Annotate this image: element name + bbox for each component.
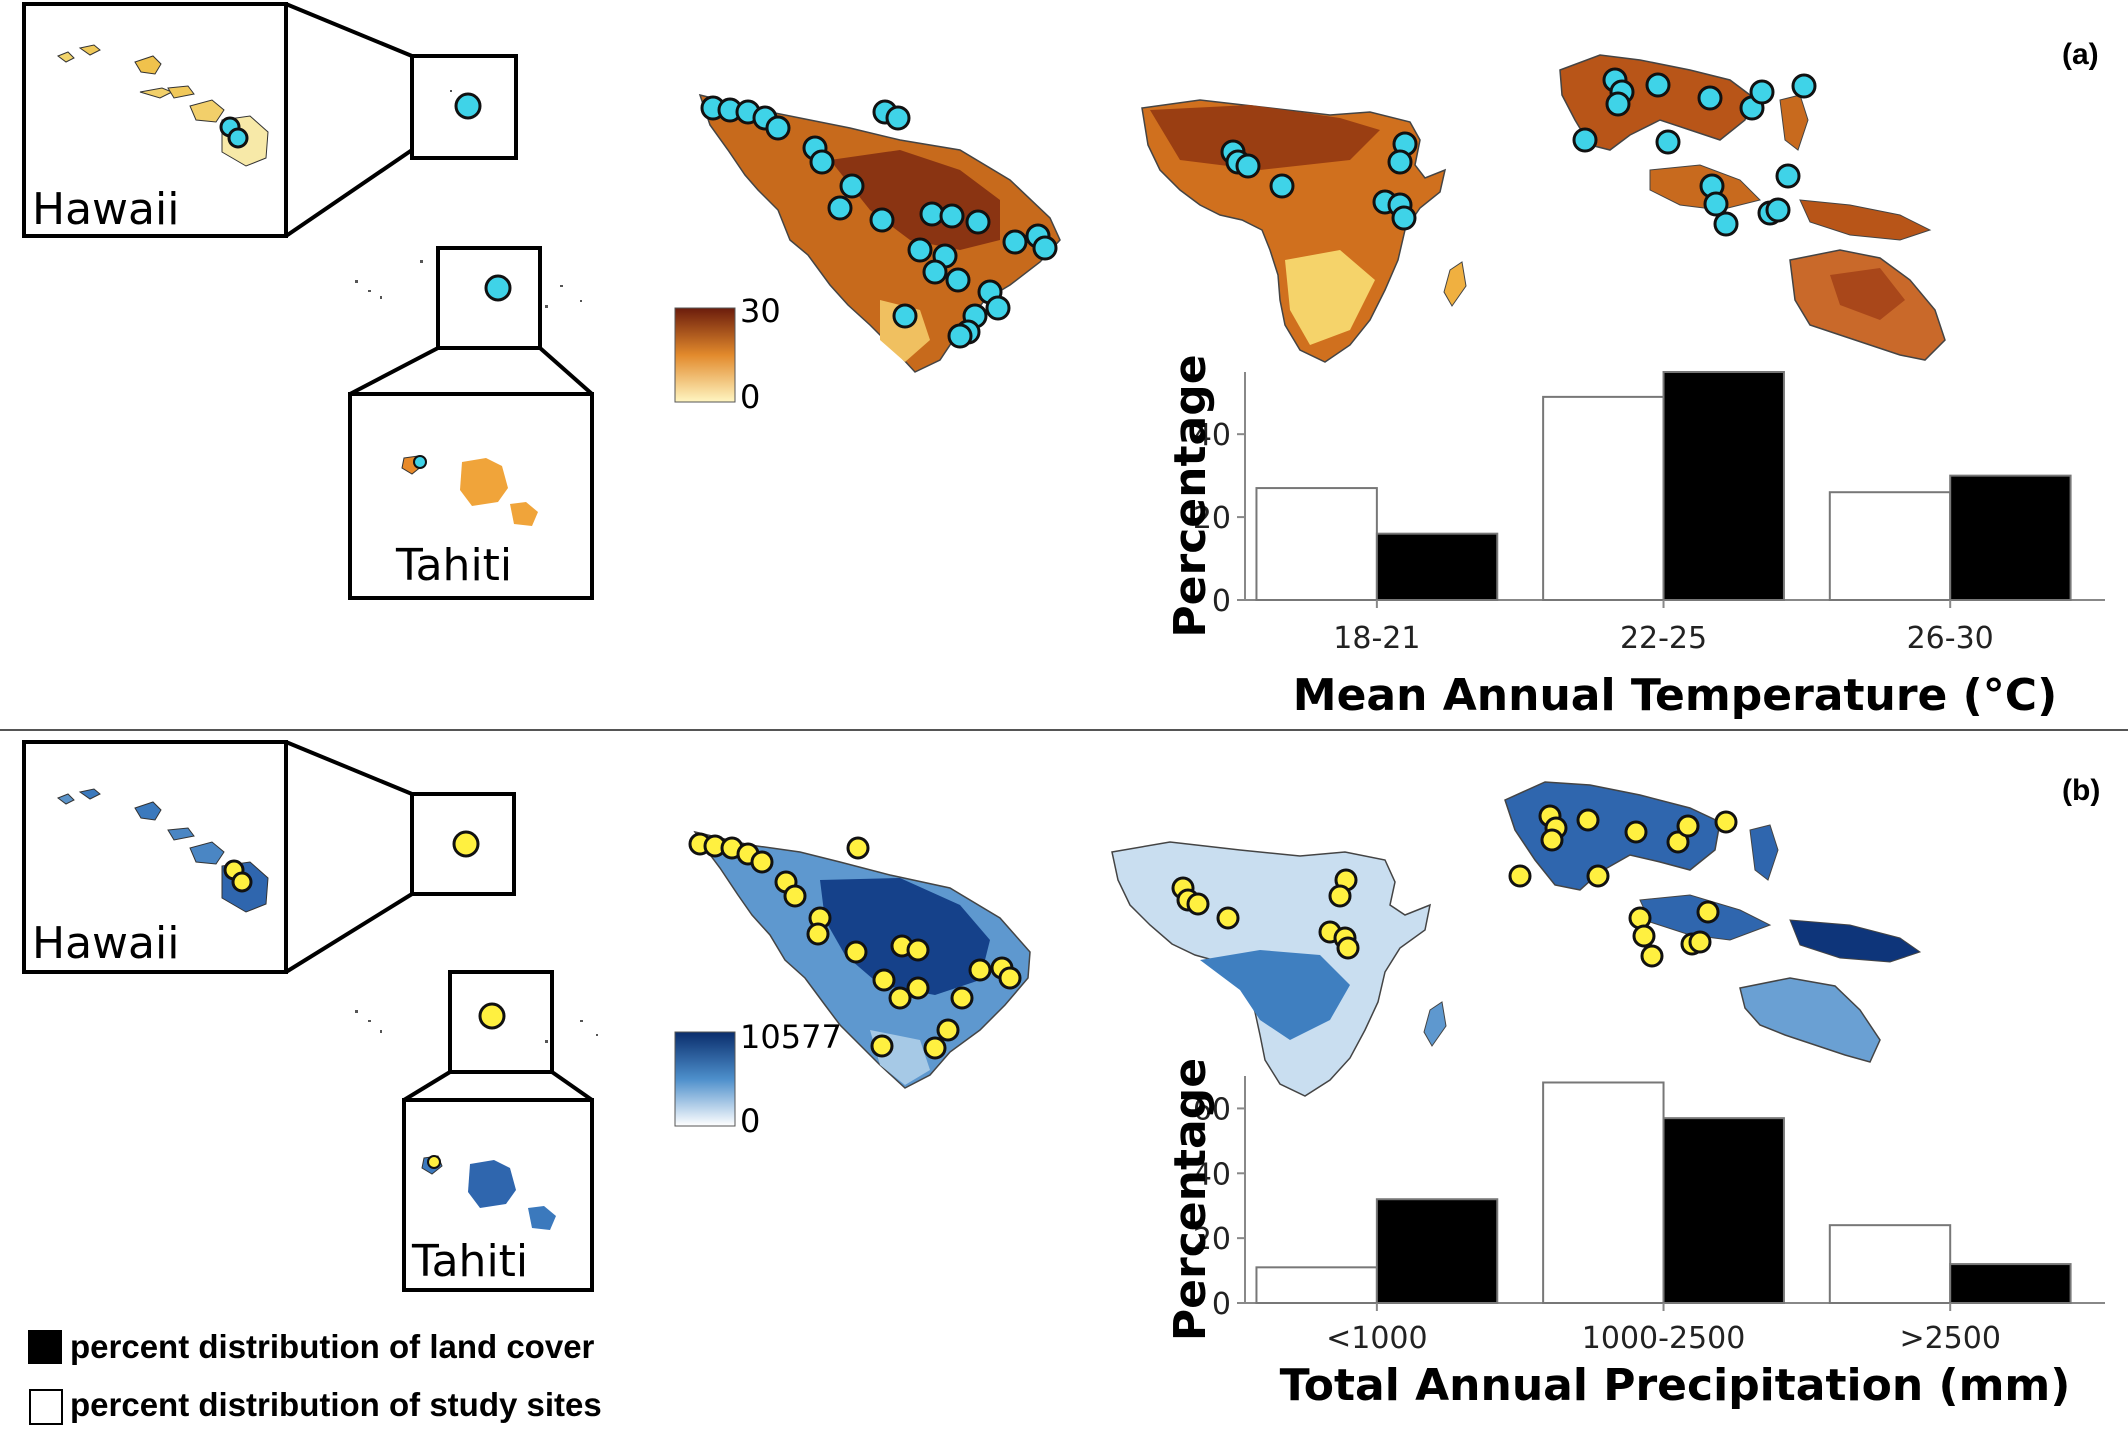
x-tick-label: >2500 [1899, 1321, 2000, 1356]
legend: percent distribution of land cover perce… [28, 1328, 602, 1425]
x-axis-title: Total Annual Precipitation (mm) [1280, 1360, 2071, 1411]
x-tick-label: 1000-2500 [1582, 1321, 1746, 1356]
bar-land-cover [1949, 1263, 2072, 1304]
pacific-islands-b [355, 1010, 598, 1043]
bar-study-sites [1255, 487, 1378, 601]
bar-land-cover [1375, 532, 1499, 601]
scale-min-a: 0 [740, 378, 760, 416]
tahiti-label-b: Tahiti [411, 1236, 528, 1287]
y-axis-title: Percentage [1165, 354, 1216, 637]
legend-label-land-cover: percent distribution of land cover [70, 1328, 595, 1365]
bar-land-cover [1375, 1198, 1499, 1304]
y-tick-label: 0 [1212, 584, 1231, 619]
panel-letter-a: (a) [2062, 38, 2099, 71]
x-tick-label: 26-30 [1907, 621, 1994, 656]
y-tick-label: 40 [1193, 1157, 1231, 1192]
hawaii-label-b: Hawaii [32, 918, 179, 969]
bar-land-cover [1949, 474, 2072, 601]
bar-study-sites [1542, 1081, 1665, 1304]
panel-letter-b: (b) [2062, 774, 2100, 807]
scale-max-a: 30 [740, 292, 781, 330]
y-tick-label: 20 [1193, 501, 1231, 536]
tahiti-locator-a [436, 246, 542, 350]
bar-land-cover [1662, 371, 1785, 601]
bar-study-sites [1542, 395, 1665, 602]
panel-b: (b) Hawaii Tahiti [22, 740, 2105, 1425]
y-tick-label: 60 [1193, 1092, 1231, 1127]
bar-land-cover [1662, 1117, 1785, 1304]
legend-swatch-land-cover [28, 1330, 62, 1364]
color-scale-a: 30 0 [674, 292, 781, 416]
bar-chart-precipitation: 0 20 40 60 <1000 1000-2500 >2500 Total Annual P… [1165, 1058, 2105, 1411]
x-tick-label: 18-21 [1333, 621, 1420, 656]
africa-map-a [1141, 99, 1467, 363]
legend-label-study-sites: percent distribution of study sites [70, 1386, 602, 1423]
tahiti-inset-b: Tahiti [402, 1098, 594, 1292]
pacific-islands-a [355, 90, 582, 308]
hawaii-inset-b: Hawaii [22, 740, 288, 974]
hawaii-inset-a: Hawaii [22, 2, 288, 238]
tahiti-label-a: Tahiti [395, 540, 512, 591]
scale-min-b: 0 [740, 1102, 760, 1140]
africa-map-b [1111, 841, 1447, 1097]
tahiti-locator-b [448, 970, 554, 1074]
south-america-map-b [688, 830, 1031, 1089]
bar-study-sites [1255, 1266, 1378, 1305]
y-tick-label: 20 [1193, 1222, 1231, 1257]
asia-pacific-map-b [1504, 781, 1922, 1063]
scale-max-b: 10577 [740, 1018, 842, 1056]
y-tick-label: 0 [1212, 1287, 1231, 1322]
color-scale-b: 10577 0 [674, 1018, 842, 1140]
y-axis-title: Percentage [1165, 1058, 1216, 1341]
hawaii-locator-b [410, 792, 516, 896]
hawaii-locator-a [410, 54, 518, 160]
bar-study-sites [1828, 1224, 1952, 1304]
x-axis-title: Mean Annual Temperature (°C) [1293, 670, 2057, 721]
bar-chart-temperature: 0 20 40 18-21 22-25 26-30 Mean Annual Temperat… [1165, 354, 2105, 721]
panel-a: (a) Hawaii Tahit [22, 2, 2105, 721]
y-tick-label: 40 [1193, 418, 1231, 453]
x-tick-label: <1000 [1326, 1321, 1427, 1356]
south-america-map-a [698, 93, 1061, 373]
legend-swatch-study-sites [29, 1389, 63, 1425]
tahiti-inset-a: Tahiti [348, 392, 594, 600]
x-tick-label: 22-25 [1620, 621, 1707, 656]
bar-study-sites [1828, 491, 1952, 601]
asia-pacific-map-a [1559, 54, 1946, 361]
hawaii-label-a: Hawaii [32, 184, 179, 235]
